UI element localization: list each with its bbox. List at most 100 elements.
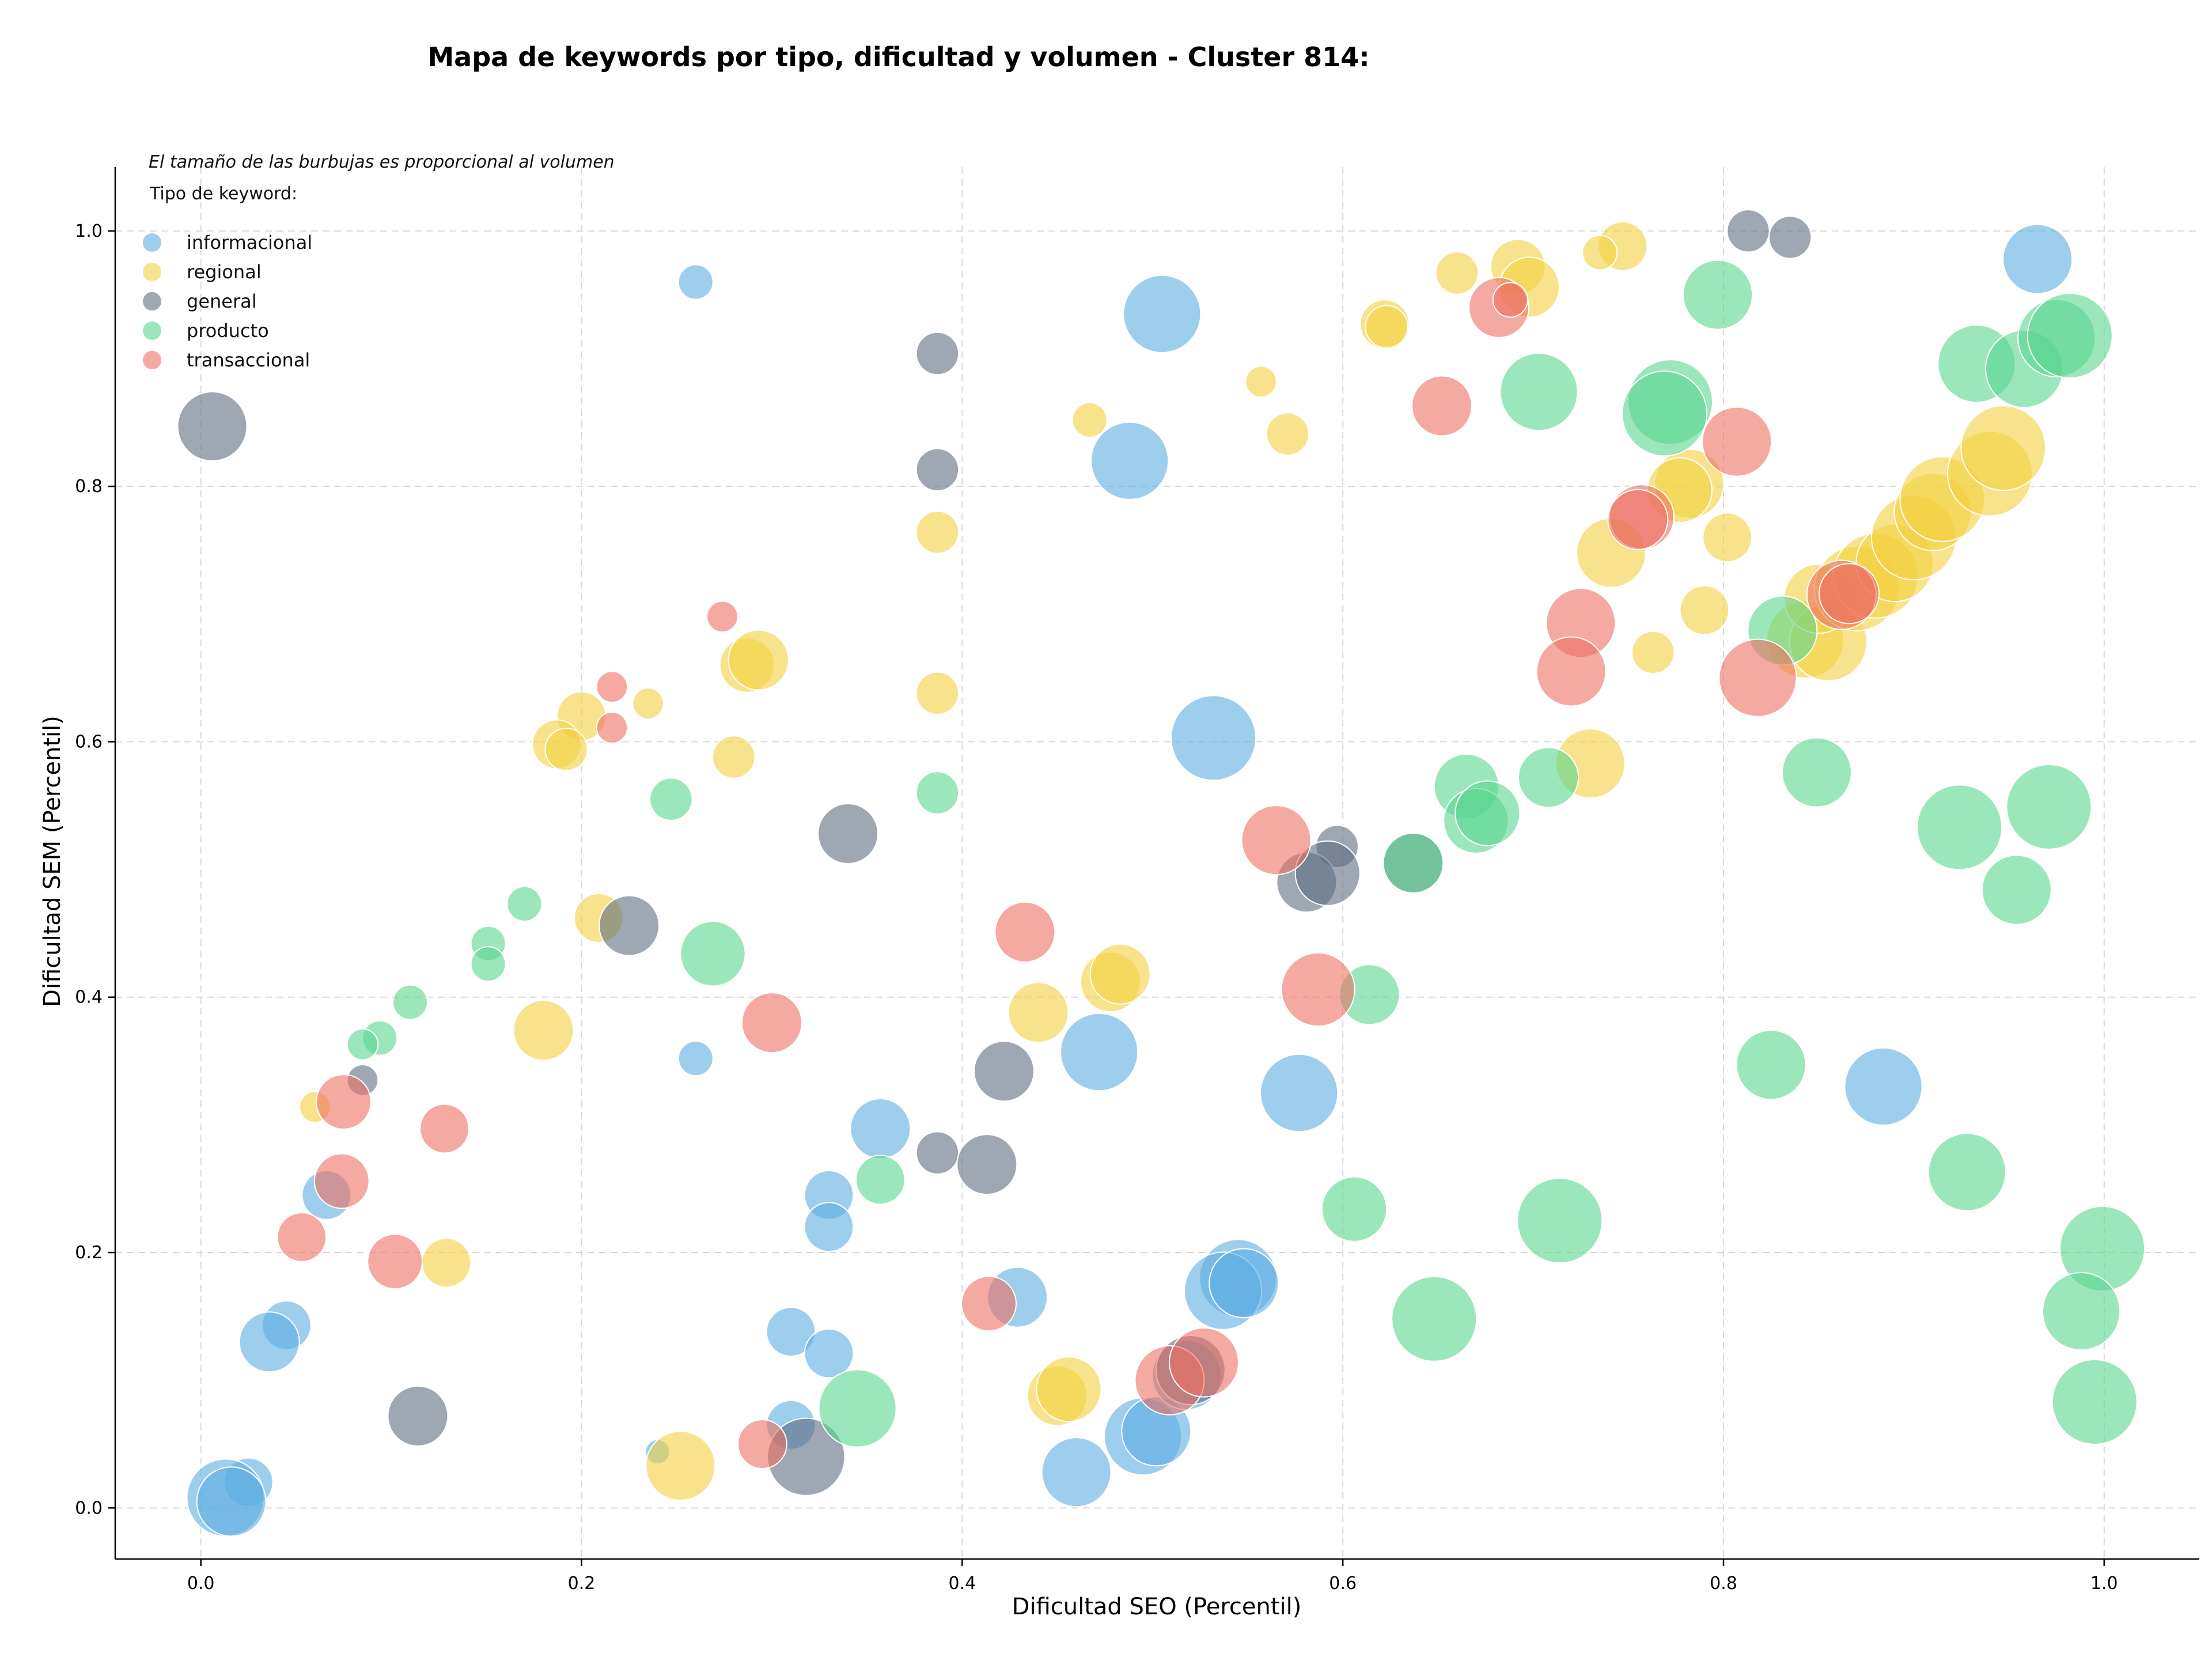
legend: El tamaño de las burbujas es proporciona… — [143, 152, 615, 371]
bubble-transaccional — [596, 712, 628, 744]
y-tick-label: 1.0 — [75, 221, 103, 241]
bubble-producto — [1916, 784, 2003, 871]
bubble-producto — [1927, 1133, 2006, 1212]
axis-ticks: 0.0 0.2 0.4 0.6 0.8 1.0 0.0 0.2 0.4 0.6 0.8 1.0 — [75, 221, 2118, 1594]
bubble-general — [915, 448, 960, 491]
bubble-transaccional — [316, 1074, 372, 1130]
bubble-informacional — [238, 1311, 300, 1373]
bubble-informacional — [677, 1041, 714, 1077]
bubble-informacional — [804, 1202, 854, 1253]
bubble-producto — [2006, 764, 2092, 850]
bubble-regional — [632, 687, 664, 720]
bubble-producto — [1382, 833, 1444, 894]
bubble-informacional — [1260, 1053, 1339, 1133]
bubble-producto — [392, 984, 429, 1020]
bubble-regional — [1007, 982, 1069, 1043]
bubble-regional — [1960, 405, 2047, 491]
bubble-producto — [649, 777, 693, 821]
bubble-informacional — [850, 1098, 911, 1159]
bubble-layer — [177, 209, 2145, 1537]
bubble-transaccional — [737, 1419, 787, 1469]
bubble-producto — [1518, 747, 1579, 808]
bubble-informacional — [1123, 274, 1202, 354]
bubble-transaccional — [1819, 563, 1880, 625]
y-axis-label: Dificultad SEM (Percentil) — [39, 716, 66, 1007]
bubble-regional — [915, 671, 960, 715]
bubble-producto — [1781, 737, 1852, 808]
bubble-producto — [1499, 353, 1578, 432]
bubble-informacional — [1090, 421, 1169, 500]
bubble-informacional — [677, 264, 714, 300]
bubble-transaccional — [1492, 282, 1528, 318]
bubble-general — [974, 1041, 1035, 1102]
bubble-regional — [1582, 234, 1618, 271]
bubble-regional — [1631, 630, 1675, 675]
x-tick-label: 0.8 — [1710, 1573, 1737, 1594]
bubble-general — [1294, 840, 1361, 906]
bubble-transaccional — [596, 671, 628, 703]
bubble-informacional — [1171, 695, 1256, 781]
bubble-producto — [1455, 780, 1521, 846]
bubble-producto — [2042, 1272, 2121, 1351]
bubble-producto — [1391, 1276, 1478, 1362]
bubble-transaccional — [1281, 952, 1355, 1027]
bubble-informacional — [1041, 1437, 1112, 1508]
bubble-regional — [421, 1238, 472, 1288]
bubble-regional — [1365, 305, 1408, 349]
bubble-regional — [1266, 412, 1310, 456]
legend-label-producto: producto — [187, 320, 269, 342]
bubble-regional — [513, 1000, 574, 1061]
bubble-regional — [1089, 943, 1151, 1005]
bubble-producto — [2051, 1359, 2138, 1445]
bubble-informacional — [1209, 1248, 1279, 1319]
bubble-producto — [1981, 854, 2052, 925]
legend-title: Tipo de keyword: — [149, 184, 297, 204]
bubble-transaccional — [1702, 406, 1772, 477]
legend-marker-informacional — [143, 233, 161, 252]
y-tick-label: 0.6 — [75, 732, 103, 752]
bubble-transaccional — [1411, 375, 1472, 437]
legend-label-transaccional: transaccional — [187, 349, 310, 371]
bubble-producto — [680, 921, 746, 987]
legend-label-general: general — [187, 290, 257, 312]
bubble-transaccional — [1718, 638, 1797, 717]
bubble-regional — [1036, 1356, 1102, 1422]
bubble-transaccional — [994, 901, 1056, 963]
bubble-regional — [1245, 365, 1277, 398]
legend-label-regional: regional — [187, 261, 262, 283]
bubble-general — [387, 1385, 449, 1447]
bubble-producto — [2027, 293, 2113, 379]
bubble-regional — [1679, 585, 1730, 635]
bubble-regional — [712, 735, 756, 779]
bubble-producto — [1736, 1030, 1806, 1100]
bubble-transaccional — [1169, 1327, 1239, 1398]
bubble-transaccional — [706, 600, 738, 633]
legend-marker-general — [143, 292, 161, 311]
x-tick-label: 0.2 — [568, 1573, 596, 1594]
x-axis-label: Dificultad SEO (Percentil) — [1012, 1594, 1302, 1620]
bubble-general — [1726, 209, 1770, 253]
bubble-informacional — [1844, 1047, 1923, 1126]
bubble-general — [1768, 215, 1812, 259]
bubble-producto — [818, 1369, 897, 1448]
bubble-transaccional — [1241, 805, 1312, 876]
bubble-informacional — [196, 1466, 267, 1537]
y-tick-label: 0.0 — [75, 1498, 103, 1518]
y-tick-label: 0.2 — [75, 1243, 103, 1263]
y-tick-label: 0.4 — [75, 987, 103, 1008]
bubble-producto — [855, 1155, 906, 1205]
bubble-informacional — [804, 1328, 854, 1379]
bubble-regional — [1435, 251, 1479, 295]
bubble-informacional — [2002, 224, 2073, 294]
bubble-general — [817, 803, 879, 864]
legend-items: informacional regional general producto tran… — [143, 232, 312, 371]
bubble-general — [915, 331, 960, 376]
bubble-transaccional — [961, 1276, 1017, 1332]
bubble-transaccional — [313, 1153, 370, 1209]
bubble-general — [915, 1131, 960, 1175]
bubble-regional — [544, 728, 588, 771]
legend-marker-transaccional — [143, 351, 161, 369]
bubble-informacional — [766, 1307, 816, 1357]
bubble-regional — [1071, 402, 1108, 438]
bubble-producto — [1622, 370, 1707, 457]
